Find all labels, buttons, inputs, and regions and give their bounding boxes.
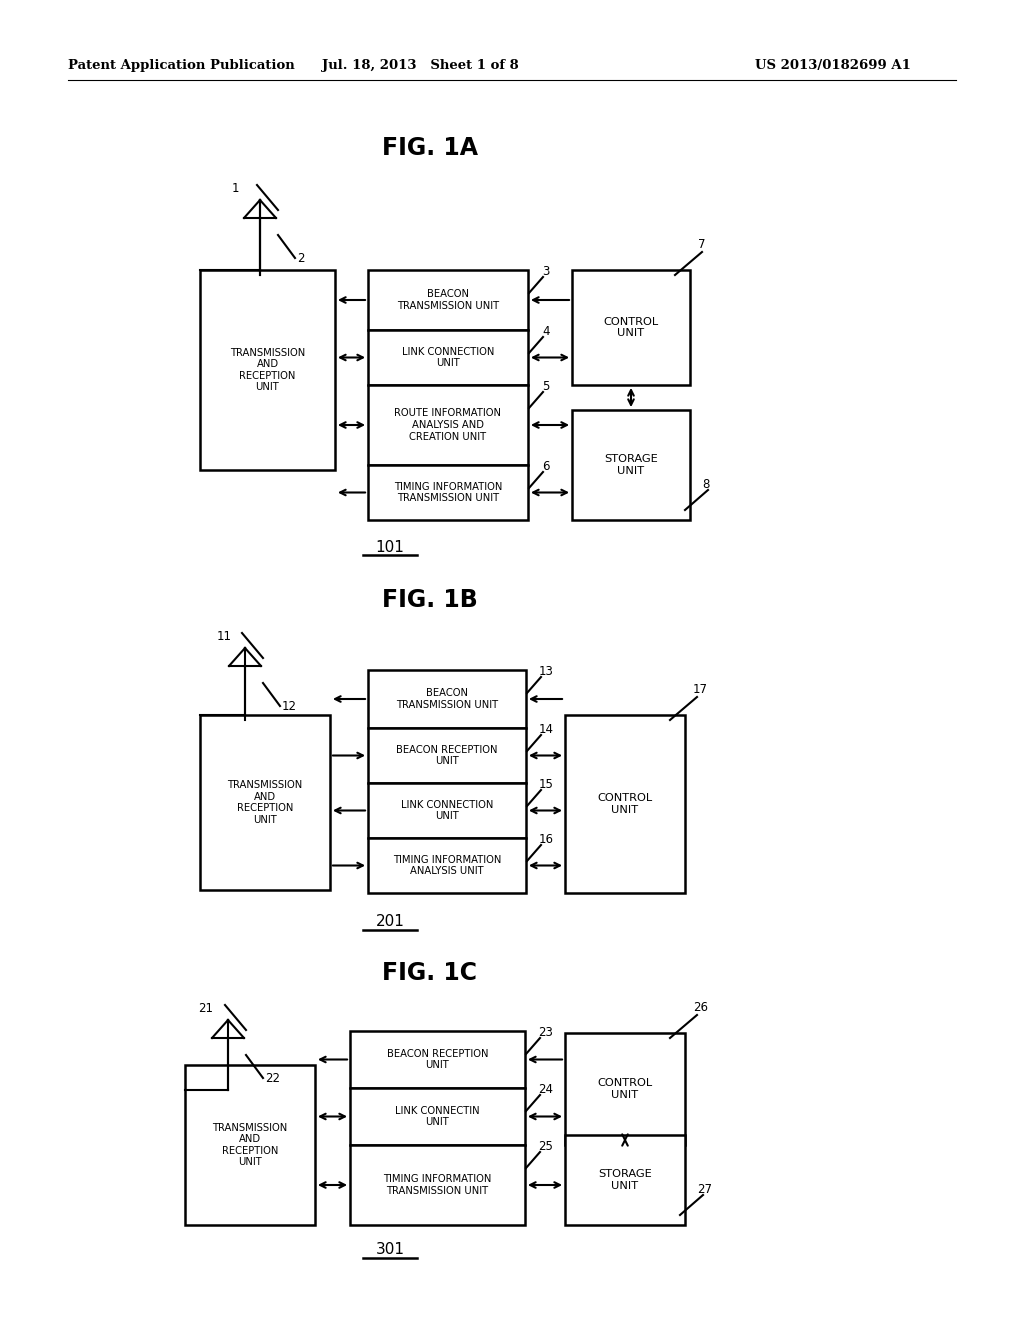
Text: TIMING INFORMATION
ANALYSIS UNIT: TIMING INFORMATION ANALYSIS UNIT xyxy=(393,855,501,876)
Text: CONTROL
UNIT: CONTROL UNIT xyxy=(597,1078,652,1100)
Text: STORAGE
UNIT: STORAGE UNIT xyxy=(598,1170,652,1191)
Text: 11: 11 xyxy=(217,630,232,643)
Bar xyxy=(185,1065,315,1225)
Text: 7: 7 xyxy=(698,238,706,251)
Text: BEACON RECEPTION
UNIT: BEACON RECEPTION UNIT xyxy=(396,744,498,767)
Text: 101: 101 xyxy=(376,540,404,554)
Text: 13: 13 xyxy=(539,665,554,678)
Text: 2: 2 xyxy=(297,252,304,265)
Bar xyxy=(565,715,685,894)
Text: TIMING INFORMATION
TRANSMISSION UNIT: TIMING INFORMATION TRANSMISSION UNIT xyxy=(394,482,502,503)
Text: CONTROL
UNIT: CONTROL UNIT xyxy=(597,793,652,814)
Text: 15: 15 xyxy=(539,777,554,791)
Bar xyxy=(368,330,528,385)
Text: FIG. 1B: FIG. 1B xyxy=(382,587,478,612)
Bar xyxy=(368,838,526,894)
Bar xyxy=(368,465,528,520)
Bar xyxy=(572,271,690,385)
Bar xyxy=(368,271,528,330)
Bar xyxy=(350,1144,525,1225)
Text: Patent Application Publication: Patent Application Publication xyxy=(68,58,295,71)
Text: TRANSMISSION
AND
RECEPTION
UNIT: TRANSMISSION AND RECEPTION UNIT xyxy=(229,347,305,392)
Text: 16: 16 xyxy=(539,833,554,846)
Text: 5: 5 xyxy=(542,380,549,393)
Bar xyxy=(368,671,526,729)
Bar xyxy=(565,1034,685,1144)
Text: BEACON
TRANSMISSION UNIT: BEACON TRANSMISSION UNIT xyxy=(397,289,499,310)
Text: FIG. 1C: FIG. 1C xyxy=(383,961,477,985)
Text: TRANSMISSION
AND
RECEPTION
UNIT: TRANSMISSION AND RECEPTION UNIT xyxy=(212,1122,288,1167)
Text: TIMING INFORMATION
TRANSMISSION UNIT: TIMING INFORMATION TRANSMISSION UNIT xyxy=(383,1175,492,1196)
Text: 201: 201 xyxy=(376,915,404,929)
Text: 21: 21 xyxy=(198,1002,213,1015)
Text: 17: 17 xyxy=(693,682,708,696)
Text: 6: 6 xyxy=(542,459,550,473)
Bar xyxy=(350,1031,525,1088)
Text: CONTROL
UNIT: CONTROL UNIT xyxy=(603,317,658,338)
Text: 22: 22 xyxy=(265,1072,280,1085)
Bar xyxy=(200,271,335,470)
Text: 25: 25 xyxy=(538,1140,553,1152)
Text: 23: 23 xyxy=(538,1026,553,1039)
Text: 14: 14 xyxy=(539,723,554,737)
Bar xyxy=(368,385,528,465)
Text: LINK CONNECTION
UNIT: LINK CONNECTION UNIT xyxy=(401,347,495,368)
Bar xyxy=(368,783,526,838)
Text: BEACON RECEPTION
UNIT: BEACON RECEPTION UNIT xyxy=(387,1048,488,1071)
Text: 1: 1 xyxy=(232,182,240,195)
Text: LINK CONNECTIN
UNIT: LINK CONNECTIN UNIT xyxy=(395,1106,480,1127)
Bar xyxy=(200,715,330,890)
Text: ROUTE INFORMATION
ANALYSIS AND
CREATION UNIT: ROUTE INFORMATION ANALYSIS AND CREATION … xyxy=(394,408,502,442)
Bar xyxy=(565,1135,685,1225)
Text: FIG. 1A: FIG. 1A xyxy=(382,136,478,160)
Text: 26: 26 xyxy=(693,1001,708,1014)
Bar xyxy=(368,729,526,783)
Text: Jul. 18, 2013   Sheet 1 of 8: Jul. 18, 2013 Sheet 1 of 8 xyxy=(322,58,518,71)
Text: LINK CONNECTION
UNIT: LINK CONNECTION UNIT xyxy=(400,800,494,821)
Text: STORAGE
UNIT: STORAGE UNIT xyxy=(604,454,657,475)
Text: BEACON
TRANSMISSION UNIT: BEACON TRANSMISSION UNIT xyxy=(396,688,498,710)
Bar xyxy=(350,1088,525,1144)
Text: 12: 12 xyxy=(282,700,297,713)
Text: US 2013/0182699 A1: US 2013/0182699 A1 xyxy=(755,58,911,71)
Text: 8: 8 xyxy=(702,478,710,491)
Text: TRANSMISSION
AND
RECEPTION
UNIT: TRANSMISSION AND RECEPTION UNIT xyxy=(227,780,303,825)
Text: 24: 24 xyxy=(538,1082,553,1096)
Bar xyxy=(572,411,690,520)
Text: 4: 4 xyxy=(542,325,550,338)
Text: 27: 27 xyxy=(697,1183,712,1196)
Text: 3: 3 xyxy=(542,265,549,279)
Text: 301: 301 xyxy=(376,1242,404,1258)
